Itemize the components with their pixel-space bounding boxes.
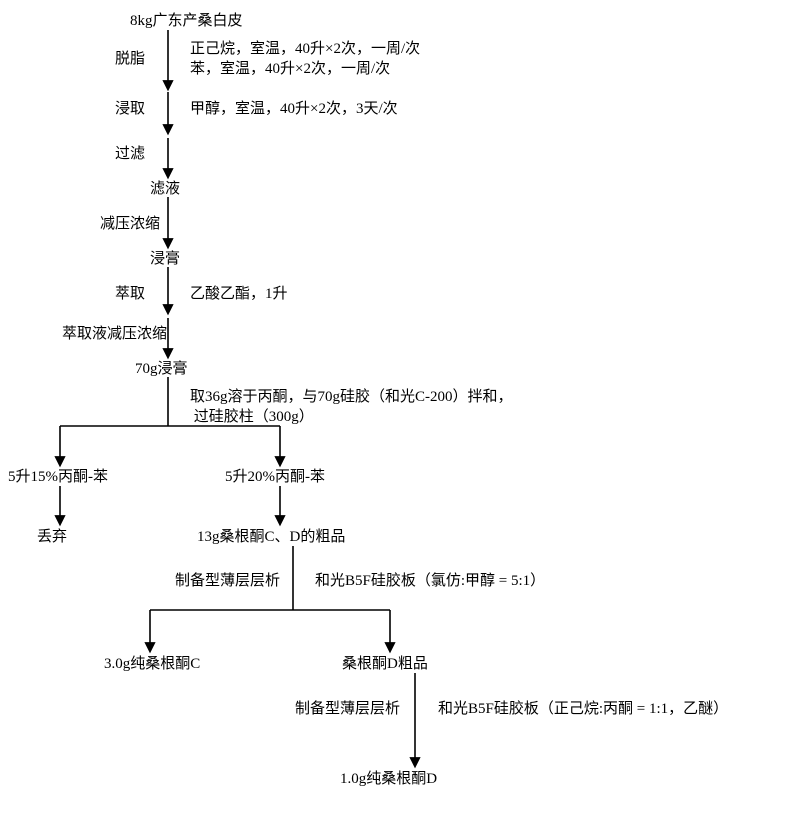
node-discard: 丢弃 <box>37 528 67 548</box>
node-pure-c: 3.0g纯桑根酮C <box>104 655 200 675</box>
step-ptlc1-cond: 和光B5F硅胶板（氯仿:甲醇 = 5:1） <box>315 572 545 592</box>
step-ptlc1-label: 制备型薄层层析 <box>175 572 280 592</box>
step-ptlc2-label: 制备型薄层层析 <box>295 700 400 720</box>
node-pure-d: 1.0g纯桑根酮D <box>340 770 437 790</box>
step-filter-label: 过滤 <box>115 145 145 165</box>
step-defat-label: 脱脂 <box>115 50 145 70</box>
flowchart-canvas: 8kg广东产桑白皮 脱脂 正己烷，室温，40升×2次，一周/次 苯，室温，40升… <box>0 0 785 813</box>
node-crude-cd: 13g桑根酮C、D的粗品 <box>197 528 345 548</box>
node-70g-paste: 70g浸膏 <box>135 360 188 380</box>
step-extract-cond: 甲醇，室温，40升×2次，3天/次 <box>190 100 398 120</box>
node-filtrate: 滤液 <box>150 180 180 200</box>
step-concentrate-label: 减压浓缩 <box>100 215 160 235</box>
node-start-material: 8kg广东产桑白皮 <box>130 12 243 32</box>
node-fraction-20: 5升20%丙酮-苯 <box>225 468 325 488</box>
step-column-cond: 取36g溶于丙酮，与70g硅胶（和光C-200）拌和， 过硅胶柱（300g） <box>190 388 513 427</box>
node-crude-d: 桑根酮D粗品 <box>342 655 428 675</box>
node-extract-paste: 浸膏 <box>150 250 180 270</box>
step-extract-label: 浸取 <box>115 100 145 120</box>
step-partition-label: 萃取 <box>115 285 145 305</box>
step-defat-cond: 正己烷，室温，40升×2次，一周/次 苯，室温，40升×2次，一周/次 <box>190 40 420 79</box>
step-conc2-label: 萃取液减压浓缩 <box>62 325 167 345</box>
node-fraction-15: 5升15%丙酮-苯 <box>8 468 108 488</box>
step-ptlc2-cond: 和光B5F硅胶板（正己烷:丙酮 = 1:1，乙醚） <box>438 700 728 720</box>
step-partition-cond: 乙酸乙酯，1升 <box>190 285 288 305</box>
